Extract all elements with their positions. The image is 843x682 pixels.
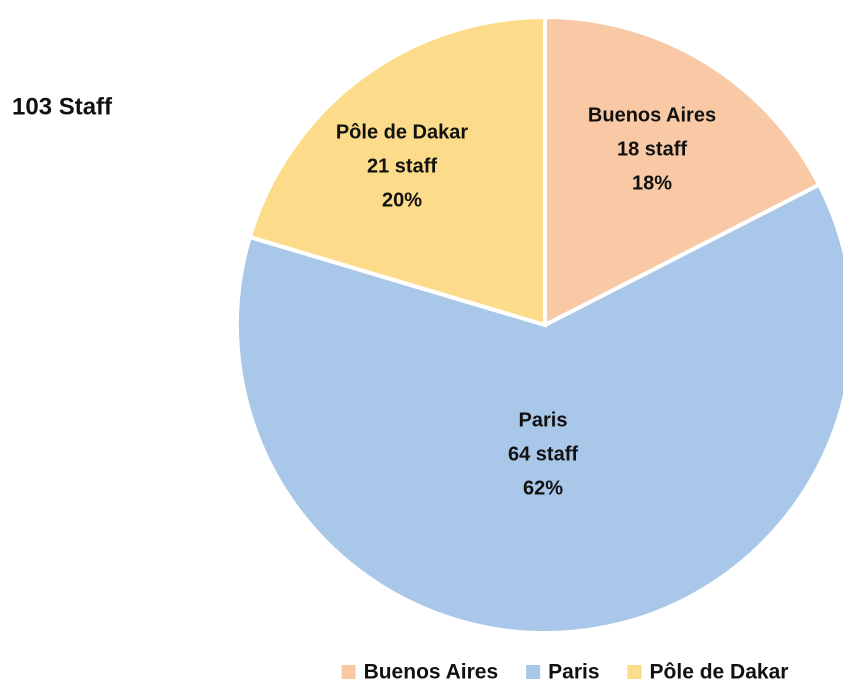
slice-category: Buenos Aires	[588, 104, 716, 126]
slice-value: 64 staff	[508, 443, 578, 465]
legend-text: Paris	[548, 661, 599, 682]
slice-category: Pôle de Dakar	[336, 121, 469, 143]
pie-slice	[543, 14, 822, 329]
slice-percentage: 62%	[523, 477, 563, 499]
slice-value: 21 staff	[367, 155, 437, 177]
chart-title: 103 Staff	[12, 93, 113, 120]
legend-swatch	[526, 665, 541, 679]
legend-text: Pôle de Dakar	[650, 661, 789, 682]
slice-category: Paris	[519, 409, 568, 431]
slice-percentage: 20%	[382, 189, 422, 211]
legend-text: Buenos Aires	[364, 661, 499, 682]
slice-percentage: 18%	[632, 172, 672, 194]
legend-swatch	[627, 665, 642, 679]
slice-value: 18 staff	[617, 138, 687, 160]
legend-swatch	[341, 665, 356, 679]
pie-slice	[235, 182, 843, 635]
pie-slice	[247, 14, 547, 328]
